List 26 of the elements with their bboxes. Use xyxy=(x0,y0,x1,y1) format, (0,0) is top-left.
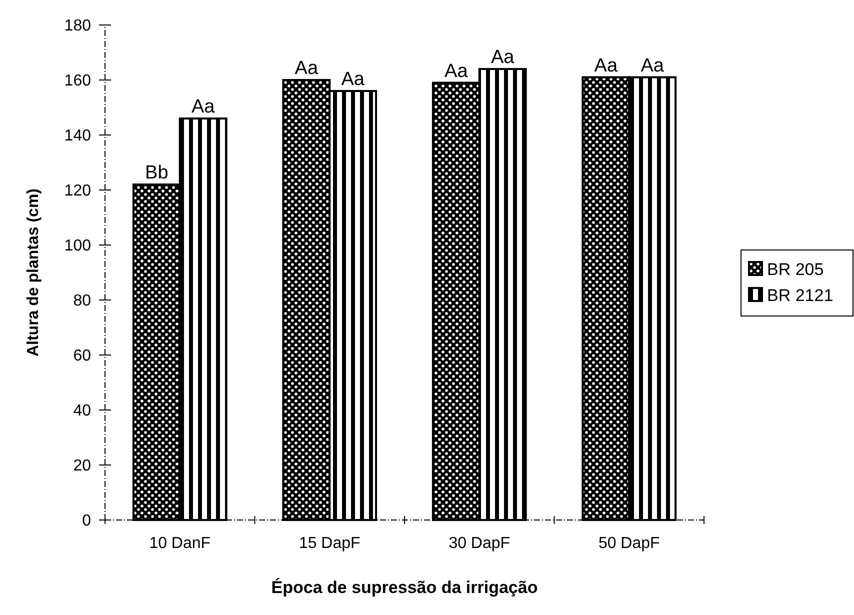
y-tick-label: 100 xyxy=(64,238,92,255)
y-tick-label: 80 xyxy=(73,292,92,310)
y-tick-label: 120 xyxy=(64,182,92,200)
data-label: Aa xyxy=(490,47,515,68)
x-tick-label: 10 DanF xyxy=(149,535,211,552)
data-label: Aa xyxy=(444,60,468,82)
y-tick-label: 0 xyxy=(82,512,92,530)
x-axis-title: Época de supressão da irrigação xyxy=(271,577,538,597)
legend-label: BR 205 xyxy=(767,260,824,279)
y-tick-label: 40 xyxy=(73,402,92,420)
data-label: Aa xyxy=(294,58,318,79)
data-label: Aa xyxy=(191,96,216,118)
x-tick-label: 15 DapF xyxy=(298,535,361,552)
y-tick-label: 20 xyxy=(73,458,92,475)
y-tick-label: 60 xyxy=(73,348,92,365)
data-label: Aa xyxy=(341,69,365,90)
y-axis-title: Altura de plantas (cm) xyxy=(25,188,42,357)
data-label: Aa xyxy=(594,55,618,76)
data-label: Bb xyxy=(145,162,168,184)
y-tick-label: 180 xyxy=(64,18,92,35)
y-tick-label: 140 xyxy=(64,128,92,145)
y-tick-label: 160 xyxy=(64,72,92,90)
legend-label: BR 2121 xyxy=(767,286,834,305)
x-tick-label: 50 DapF xyxy=(598,535,660,552)
data-label: Aa xyxy=(640,55,664,76)
x-tick-label: 30 DapF xyxy=(448,535,510,552)
